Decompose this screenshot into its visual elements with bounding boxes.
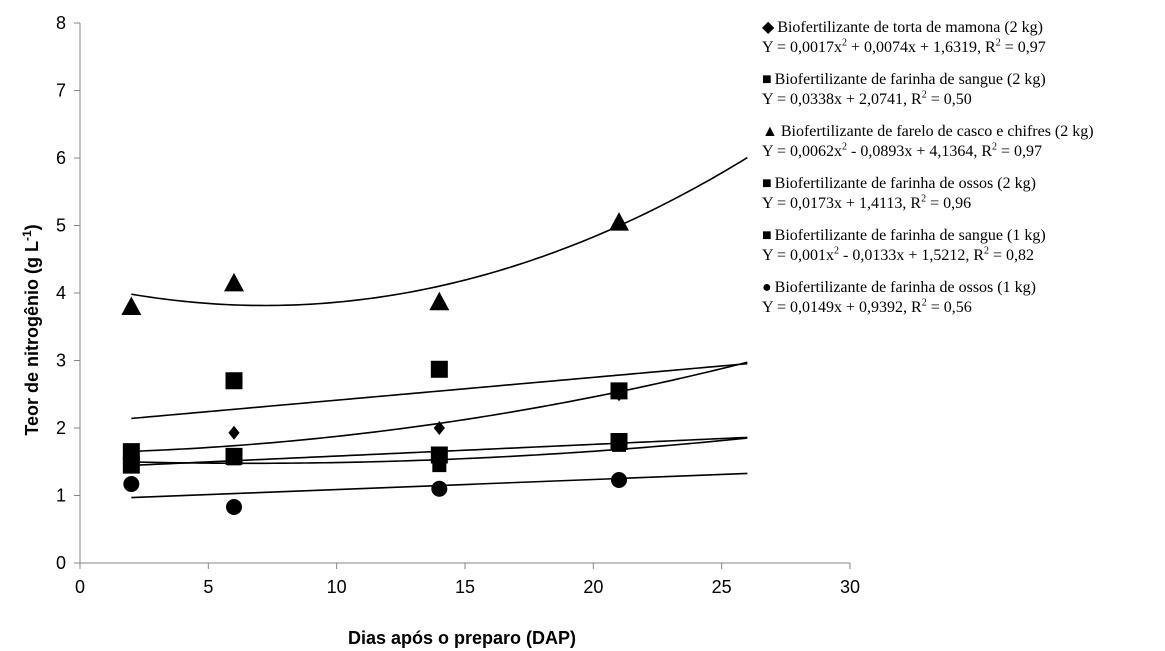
legend-entry-1: ◆ Biofertilizante de torta de mamona (2 k…: [762, 18, 1162, 58]
y-tick-label: 5: [56, 216, 66, 236]
y-axis-title: Teor de nitrogênio (g L-1): [20, 224, 42, 435]
point-s3-4: [609, 212, 629, 231]
point-s2-2: [225, 372, 243, 390]
legend-equation: Y = 0,0062x2 - 0,0893x + 4,1364, R2 = 0,…: [762, 141, 1043, 160]
y-axis-title-sup: -1: [20, 230, 34, 241]
point-s5-2: [227, 451, 241, 466]
legend-entry-6: ● Biofertilizante de farinha de ossos (1 …: [762, 278, 1162, 318]
point-s1-2: [228, 425, 240, 440]
point-s6-1: [123, 476, 140, 493]
legend-equation: Y = 0,0338x + 2,0741, R2 = 0,50: [762, 89, 972, 108]
y-tick-label: 8: [56, 13, 66, 33]
legend-name-text: Biofertilizante de farinha de ossos (2 k…: [774, 175, 1036, 192]
point-s6-2: [226, 498, 242, 515]
point-s6-3: [431, 480, 448, 497]
legend-symbol: ◆: [762, 19, 775, 36]
legend-entry-2: ■ Biofertilizante de farinha de sangue (2…: [762, 70, 1162, 110]
legend-symbol: ■: [762, 175, 772, 192]
legend-symbol: ■: [762, 227, 772, 244]
y-tick-label: 1: [56, 486, 66, 506]
legend: ◆ Biofertilizante de torta de mamona (2 k…: [762, 18, 1162, 330]
legend-name: ■ Biofertilizante de farinha de ossos (2 …: [762, 174, 1162, 194]
point-s2-4: [610, 382, 628, 400]
point-s5-1: [124, 448, 139, 462]
y-tick-label: 6: [56, 148, 66, 168]
point-s6-4: [611, 471, 627, 488]
legend-name-text: Biofertilizante de torta de mamona (2 kg…: [777, 19, 1043, 36]
legend-entry-5: ■ Biofertilizante de farinha de sangue (1…: [762, 226, 1162, 266]
legend-entry-3: ▲ Biofertilizante de farelo de casco e ch…: [762, 122, 1162, 162]
point-s2-3: [430, 360, 448, 378]
x-tick-label: 30: [840, 577, 860, 597]
y-tick-label: 7: [56, 81, 66, 101]
x-tick-label: 15: [455, 577, 475, 597]
legend-name: ● Biofertilizante de farinha de ossos (1 …: [762, 278, 1162, 298]
y-tick-label: 3: [56, 351, 66, 371]
markers: [121, 212, 629, 515]
legend-name: ■ Biofertilizante de farinha de sangue (2…: [762, 70, 1162, 90]
legend-equation: Y = 0,0173x + 1,4113, R2 = 0,96: [762, 193, 972, 212]
axes: 0 1 2 3 4 5 6 7 8 0 5 10 15 20 25 30: [56, 13, 860, 597]
point-s3-3: [429, 291, 450, 311]
legend-name: ▲ Biofertilizante de farelo de casco e ch…: [762, 122, 1162, 142]
legend-symbol: ▲: [762, 123, 778, 140]
legend-symbol: ●: [762, 279, 772, 296]
legend-name-text: Biofertilizante de farelo de casco e chi…: [780, 123, 1094, 140]
legend-name: ◆ Biofertilizante de torta de mamona (2 k…: [762, 18, 1162, 38]
legend-name-text: Biofertilizante de farinha de sangue (1 …: [774, 227, 1046, 244]
point-s5-3: [432, 458, 447, 473]
legend-equation: Y = 0,001x2 - 0,0133x + 1,5212, R2 = 0,8…: [762, 245, 1035, 264]
y-tick-label: 2: [56, 418, 66, 438]
x-tick-label: 25: [712, 577, 732, 597]
point-s5-4: [612, 437, 626, 452]
trendline-3: [131, 156, 748, 307]
x-tick-label: 20: [583, 577, 603, 597]
point-s1-3: [433, 421, 445, 435]
legend-name-text: Biofertilizante de farinha de ossos (1 k…: [774, 279, 1036, 296]
x-axis-title: Dias após o preparo (DAP): [348, 628, 576, 648]
legend-equation: Y = 0,0017x2 + 0,0074x + 1,6319, R2 = 0,…: [762, 37, 1046, 56]
y-tick-label: 0: [56, 553, 66, 573]
x-tick-label: 10: [327, 577, 347, 597]
legend-equation: Y = 0,0149x + 0,9392, R2 = 0,56: [762, 297, 972, 316]
legend-name: ■ Biofertilizante de farinha de sangue (1…: [762, 226, 1162, 246]
x-tick-label: 5: [203, 577, 213, 597]
y-axis-title-main: Teor de nitrogênio (g L: [22, 241, 42, 436]
x-tick-label: 0: [75, 577, 85, 597]
legend-name-text: Biofertilizante de farinha de sangue (2 …: [774, 71, 1046, 88]
trendline-2: [131, 362, 748, 420]
legend-symbol: ■: [762, 71, 772, 88]
point-s3-1: [121, 296, 142, 315]
legend-entry-4: ■ Biofertilizante de farinha de ossos (2 …: [762, 174, 1162, 214]
y-axis-title-close: ): [22, 224, 42, 230]
point-s3-2: [224, 272, 244, 292]
y-tick-label: 4: [56, 283, 66, 303]
